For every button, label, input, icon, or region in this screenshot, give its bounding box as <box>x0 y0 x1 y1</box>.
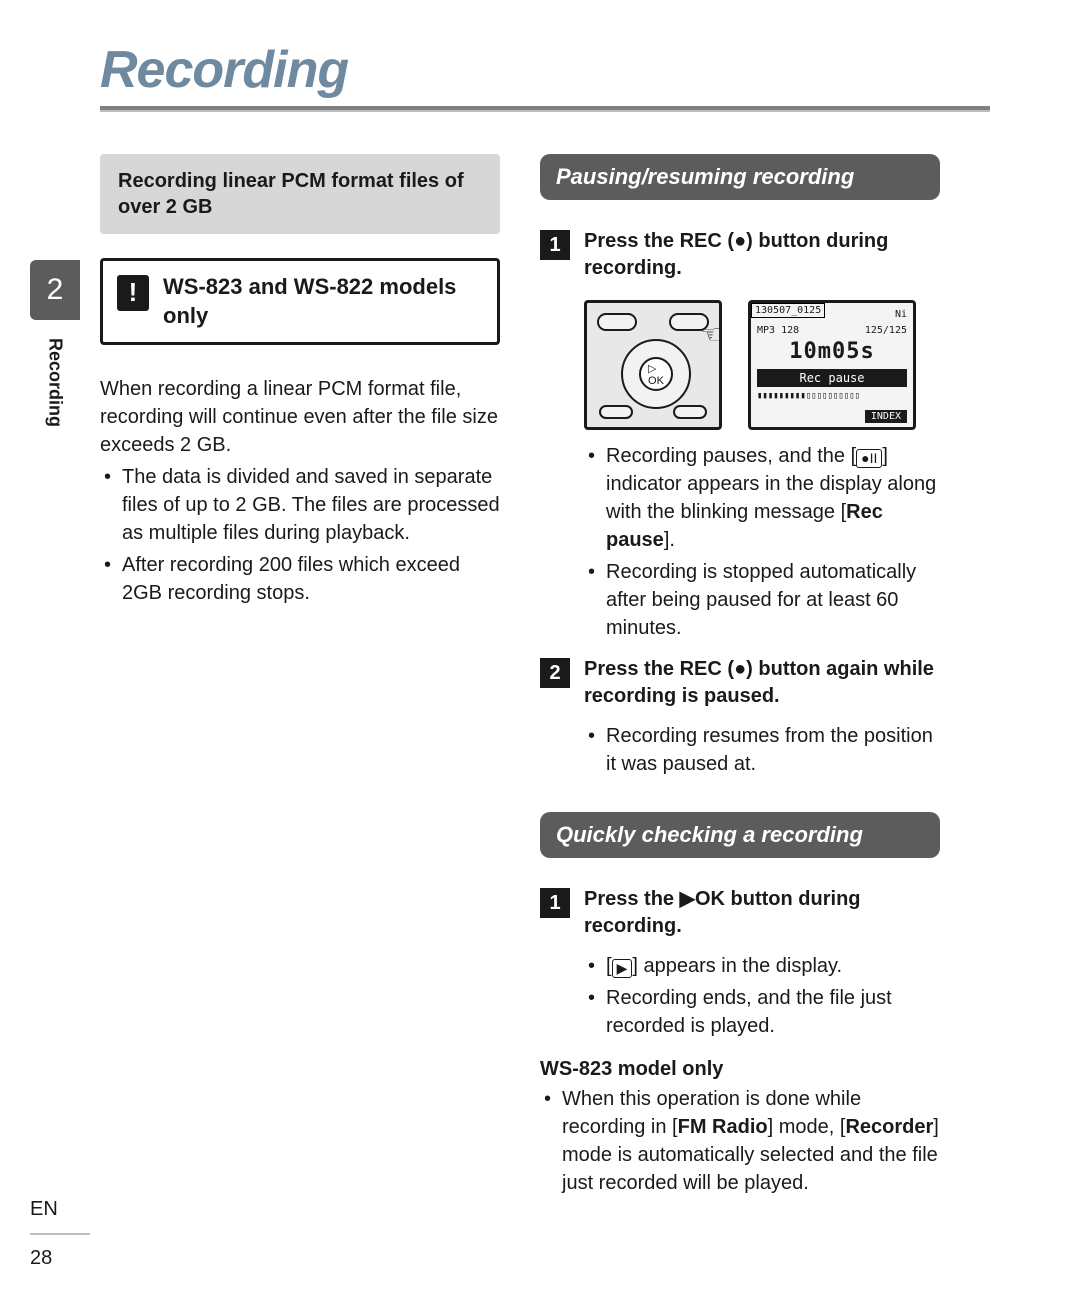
list-item: [▶] appears in the display. <box>584 952 940 980</box>
step2-bullets: Recording resumes from the position it w… <box>584 722 940 778</box>
page-title: Recording <box>100 40 990 100</box>
model-note-box: ! WS-823 and WS-822 models only <box>100 258 500 345</box>
subsection-title-box: Recording linear PCM format files of ove… <box>100 154 500 234</box>
qc-step-1: 1 Press the ▶OK button during recording. <box>540 886 940 940</box>
model-note-bullets: When this operation is done while record… <box>540 1085 940 1197</box>
section-heading-quickcheck: Quickly checking a recording <box>540 812 940 858</box>
page-footer: EN 28 <box>30 1198 90 1270</box>
play-indicator-icon: ▶ <box>612 959 633 978</box>
pause-indicator-icon: ●II <box>856 449 882 468</box>
manual-page: Recording 2 Recording EN 28 Recording li… <box>0 0 1080 1310</box>
step-1: 1 Press the REC (●) button during record… <box>540 228 940 282</box>
list-item: Recording resumes from the position it w… <box>584 722 940 778</box>
lang-code: EN <box>30 1198 90 1221</box>
illustration-row: ▷OK ☜ 130507_0125 Ni MP3 128 125/125 10m… <box>584 300 940 430</box>
pointing-hand-icon: ☜ <box>700 319 723 350</box>
lcd-illustration: 130507_0125 Ni MP3 128 125/125 10m05s Re… <box>748 300 916 430</box>
left-column: Recording linear PCM format files of ove… <box>100 154 500 1197</box>
section-heading-pause: Pausing/resuming recording <box>540 154 940 200</box>
model-subheading: WS-823 model only <box>540 1058 940 1081</box>
list-item: After recording 200 files which exceed 2… <box>100 551 500 607</box>
lcd-filename: 130507_0125 <box>751 303 825 318</box>
chapter-number: 2 <box>30 260 80 320</box>
lcd-meter: ▮▮▮▮▮▮▮▮▮▯▯▯▯▯▯▯▯▯▯ <box>757 391 907 401</box>
step-number-icon: 1 <box>540 230 570 260</box>
lcd-index-label: INDEX <box>865 410 907 423</box>
lcd-batt: Ni <box>895 309 907 320</box>
lcd-time: 10m05s <box>757 339 907 364</box>
step-number-icon: 2 <box>540 658 570 688</box>
list-item: When this operation is done while record… <box>540 1085 940 1197</box>
page-number: 28 <box>30 1247 90 1270</box>
title-rule <box>100 106 990 112</box>
side-tab: 2 Recording <box>30 260 80 432</box>
step-text: Press the REC (●) button during recordin… <box>584 228 940 282</box>
alert-icon: ! <box>117 275 149 311</box>
lcd-pause-banner: Rec pause <box>757 369 907 387</box>
list-item: Recording is stopped automatically after… <box>584 558 940 642</box>
model-note-text: WS-823 and WS-822 models only <box>163 274 456 328</box>
qc-bullets: [▶] appears in the display. Recording en… <box>584 952 940 1040</box>
chapter-label: Recording <box>45 338 66 427</box>
device-illustration: ▷OK ☜ <box>584 300 722 430</box>
step1-bullets: Recording pauses, and the [●II] indicato… <box>584 442 940 642</box>
list-item: Recording ends, and the file just record… <box>584 984 940 1040</box>
right-column: Pausing/resuming recording 1 Press the R… <box>540 154 940 1197</box>
list-item: The data is divided and saved in separat… <box>100 463 500 547</box>
step-2: 2 Press the REC (●) button again while r… <box>540 656 940 710</box>
list-item: Recording pauses, and the [●II] indicato… <box>584 442 940 554</box>
intro-paragraph: When recording a linear PCM format file,… <box>100 375 500 459</box>
step-number-icon: 1 <box>540 888 570 918</box>
step-text: Press the ▶OK button during recording. <box>584 886 940 940</box>
left-bullet-list: The data is divided and saved in separat… <box>100 463 500 607</box>
step-text: Press the REC (●) button again while rec… <box>584 656 940 710</box>
